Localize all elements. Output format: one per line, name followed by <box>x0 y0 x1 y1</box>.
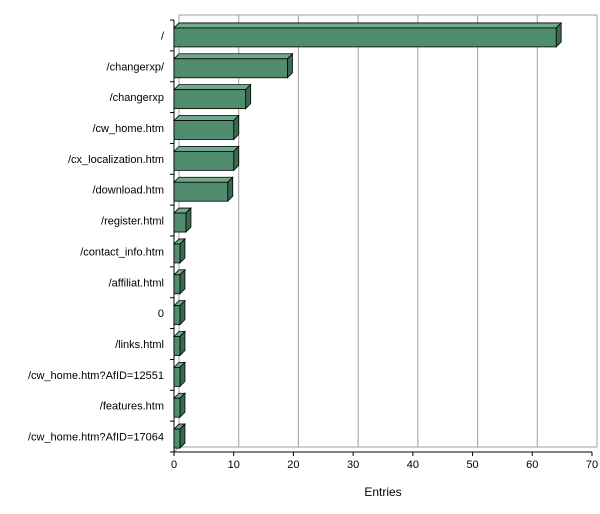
bar <box>173 366 181 387</box>
bar-top-face <box>173 145 240 152</box>
bar <box>173 27 557 48</box>
category-label: /cx_localization.htm <box>68 154 164 166</box>
bar-top-face <box>173 84 252 91</box>
bar-top-face <box>173 176 234 183</box>
category-label: /cw_home.htm?AfID=17064 <box>28 432 164 444</box>
x-tick-label: 20 <box>287 459 299 471</box>
category-label: /download.htm <box>92 185 164 197</box>
x-axis-title: Entries <box>364 485 401 499</box>
bar <box>173 150 235 171</box>
category-label: /cw_home.htm <box>92 123 164 135</box>
category-label: /changerxp/ <box>107 61 165 73</box>
category-label: /affiliat.html <box>109 277 164 289</box>
bar <box>173 120 235 140</box>
bar-top-face <box>173 53 294 60</box>
x-tick-label: 40 <box>407 459 419 471</box>
category-label: /cw_home.htm?AfID=12551 <box>28 370 164 382</box>
category-label: /contact_info.htm <box>80 246 164 258</box>
category-label: 0 <box>158 308 164 320</box>
category-label: /features.htm <box>100 401 164 413</box>
category-label: / <box>161 30 165 42</box>
bar <box>173 181 229 202</box>
category-label: /register.html <box>101 216 164 228</box>
category-label: /links.html <box>115 339 164 351</box>
bar <box>173 397 181 418</box>
category-label: /changerxp <box>110 92 164 104</box>
x-tick-label: 50 <box>466 459 478 471</box>
bar <box>173 336 181 356</box>
x-tick-label: 30 <box>347 459 359 471</box>
bar <box>173 428 181 449</box>
bar <box>173 243 181 264</box>
bar <box>173 212 187 233</box>
bar <box>173 89 247 110</box>
x-tick-label: 60 <box>526 459 538 471</box>
x-tick-label: 0 <box>171 459 177 471</box>
x-tick-label: 70 <box>586 459 598 471</box>
bar <box>173 274 181 295</box>
bar <box>173 58 288 79</box>
x-tick-label: 10 <box>228 459 240 471</box>
bar-top-face <box>173 115 240 121</box>
bar <box>173 305 181 326</box>
bar-top-face <box>173 22 563 29</box>
